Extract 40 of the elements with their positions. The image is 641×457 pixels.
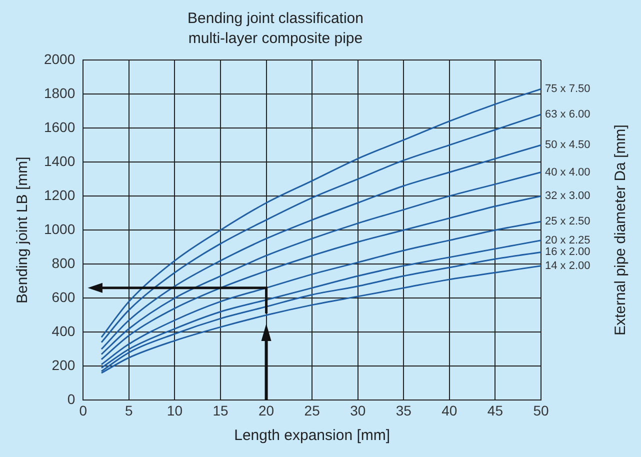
x-tick-label: 25	[304, 402, 320, 418]
x-tick-label: 20	[258, 402, 274, 418]
y-axis-title: Bending joint LB [mm]	[14, 156, 32, 304]
y-tick-label: 400	[52, 323, 76, 340]
series-label: 25 x 2.50	[545, 216, 590, 228]
x-tick-label: 0	[79, 402, 88, 418]
line-series	[100, 172, 541, 356]
y-tick-label: 1000	[44, 220, 76, 237]
series-label: 16 x 2.00	[545, 246, 590, 258]
x-tick-label: 35	[396, 402, 412, 418]
y-tick-label: 200	[52, 357, 76, 374]
x-tick-label: 5	[125, 402, 134, 418]
line-series	[100, 220, 541, 366]
x-tick-label: 30	[350, 402, 366, 418]
y-tick-label: 1200	[44, 186, 76, 203]
x-tick-label: 40	[442, 402, 458, 418]
y-tick-label: 600	[52, 289, 76, 305]
series-label: 14 x 2.00	[545, 260, 590, 272]
series-label: 20 x 2.25	[545, 234, 590, 246]
series-label: 50 x 4.50	[545, 139, 590, 152]
series-label: 75 x 7.50	[545, 82, 590, 95]
y-tick-label: 2000	[44, 50, 76, 67]
y-tick-label: 800	[52, 254, 76, 271]
y2-axis-title: External pipe diameter Da [mm]	[612, 124, 630, 336]
x-tick-label: 50	[533, 402, 549, 418]
y-tick-label: 1400	[44, 152, 76, 169]
line-series	[100, 195, 541, 360]
x-tick-label: 15	[212, 402, 228, 418]
x-tick-label: 10	[166, 402, 183, 418]
chart-title: Bending joint classification	[188, 10, 364, 28]
series-label: 32 x 3.00	[545, 190, 590, 202]
x-tick-label: 45	[487, 402, 504, 418]
y-tick-label: 0	[67, 391, 76, 408]
x-axis-title: Length expansion [mm]	[234, 427, 390, 444]
series-label: 40 x 4.00	[545, 166, 590, 178]
line-series	[100, 144, 541, 350]
y-tick-label: 1600	[44, 118, 76, 135]
y-tick-label: 1800	[44, 84, 76, 101]
series-label: 63 x 6.00	[545, 108, 590, 120]
chart-subtitle: multi-layer composite pipe	[188, 30, 363, 48]
